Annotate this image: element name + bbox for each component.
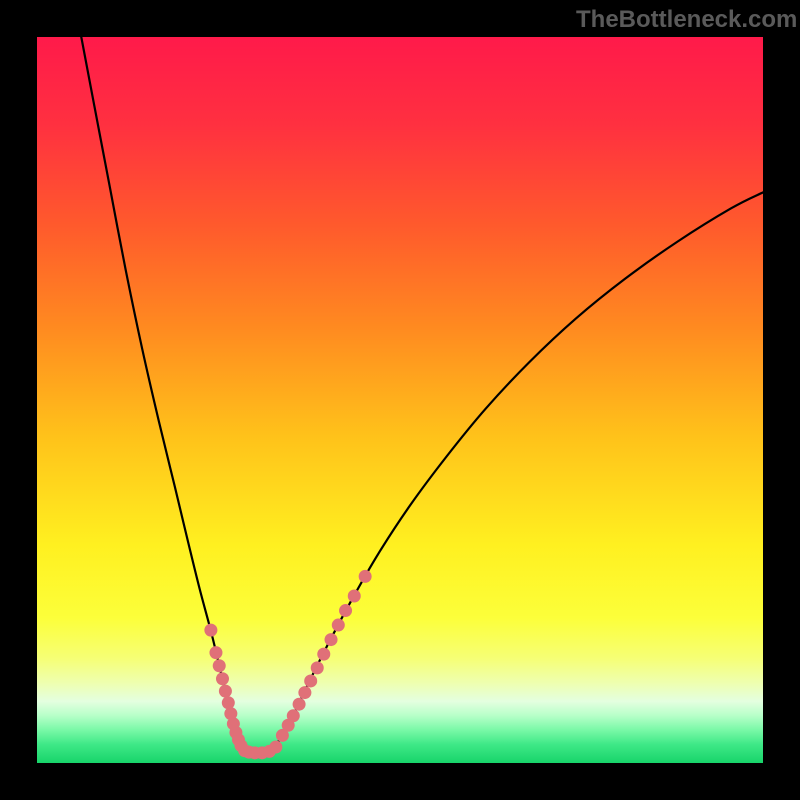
sample-dot — [269, 741, 282, 754]
gradient-background — [37, 37, 763, 763]
sample-dot — [311, 661, 324, 674]
plot-area — [37, 37, 763, 763]
sample-dot — [332, 619, 345, 632]
sample-dot — [298, 686, 311, 699]
sample-dot — [293, 698, 306, 711]
sample-dot — [219, 685, 232, 698]
sample-dot — [325, 633, 338, 646]
sample-dot — [287, 709, 300, 722]
sample-dot — [317, 648, 330, 661]
sample-dot — [359, 570, 372, 583]
sample-dot — [222, 696, 235, 709]
sample-dot — [209, 646, 222, 659]
sample-dot — [339, 604, 352, 617]
sample-dot — [204, 624, 217, 637]
sample-dot — [213, 659, 226, 672]
sample-dot — [304, 674, 317, 687]
sample-dot — [216, 672, 229, 685]
watermark-text: TheBottleneck.com — [576, 6, 797, 34]
plot-svg — [37, 37, 763, 763]
sample-dot — [348, 590, 361, 603]
